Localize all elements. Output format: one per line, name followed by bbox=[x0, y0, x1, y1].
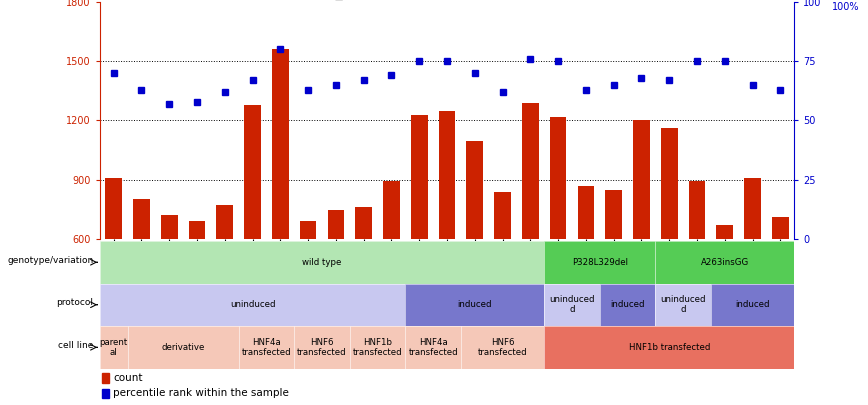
Text: wild type: wild type bbox=[302, 258, 342, 267]
Text: induced: induced bbox=[610, 300, 645, 309]
Bar bbox=[605, 190, 622, 358]
Bar bbox=[133, 200, 150, 358]
Bar bbox=[661, 128, 678, 358]
Text: P328L329del: P328L329del bbox=[572, 258, 628, 267]
Bar bbox=[438, 111, 456, 358]
Bar bbox=[549, 117, 567, 358]
Text: induced: induced bbox=[735, 300, 770, 309]
Text: HNF1b transfected: HNF1b transfected bbox=[628, 343, 710, 352]
Bar bbox=[383, 181, 400, 358]
Text: induced: induced bbox=[457, 300, 492, 309]
Bar bbox=[633, 121, 650, 358]
Bar bbox=[272, 49, 289, 358]
Text: 100%: 100% bbox=[832, 2, 860, 12]
Text: A263insGG: A263insGG bbox=[700, 258, 749, 267]
Bar bbox=[577, 185, 595, 358]
Text: percentile rank within the sample: percentile rank within the sample bbox=[113, 388, 289, 398]
Text: derivative: derivative bbox=[161, 343, 205, 352]
Bar bbox=[102, 373, 109, 383]
Text: count: count bbox=[113, 373, 142, 383]
Text: HNF6
transfected: HNF6 transfected bbox=[477, 338, 528, 357]
Bar bbox=[522, 103, 539, 358]
Bar bbox=[494, 192, 511, 358]
Text: HNF6
transfected: HNF6 transfected bbox=[297, 338, 347, 357]
Text: uninduced
d: uninduced d bbox=[661, 295, 706, 314]
Text: protocol: protocol bbox=[56, 298, 94, 307]
Text: HNF1b
transfected: HNF1b transfected bbox=[352, 338, 403, 357]
Bar bbox=[327, 210, 345, 358]
Bar bbox=[216, 205, 233, 358]
Bar bbox=[466, 141, 483, 358]
Bar bbox=[188, 221, 206, 358]
Text: HNF4a
transfected: HNF4a transfected bbox=[408, 338, 458, 357]
Bar bbox=[105, 178, 122, 358]
Bar bbox=[744, 178, 761, 358]
Bar bbox=[299, 221, 317, 358]
Text: cell line: cell line bbox=[58, 341, 94, 350]
Text: HNF4a
transfected: HNF4a transfected bbox=[241, 338, 292, 357]
Text: parent
al: parent al bbox=[100, 338, 128, 357]
Bar bbox=[102, 389, 109, 398]
Bar bbox=[355, 207, 372, 358]
Bar bbox=[244, 105, 261, 358]
Text: uninduced: uninduced bbox=[230, 300, 275, 309]
Bar bbox=[716, 225, 733, 358]
Text: uninduced
d: uninduced d bbox=[549, 295, 595, 314]
Text: genotype/variation: genotype/variation bbox=[7, 256, 94, 264]
Bar bbox=[161, 215, 178, 358]
Bar bbox=[688, 181, 706, 358]
Bar bbox=[772, 217, 789, 358]
Bar bbox=[411, 115, 428, 358]
